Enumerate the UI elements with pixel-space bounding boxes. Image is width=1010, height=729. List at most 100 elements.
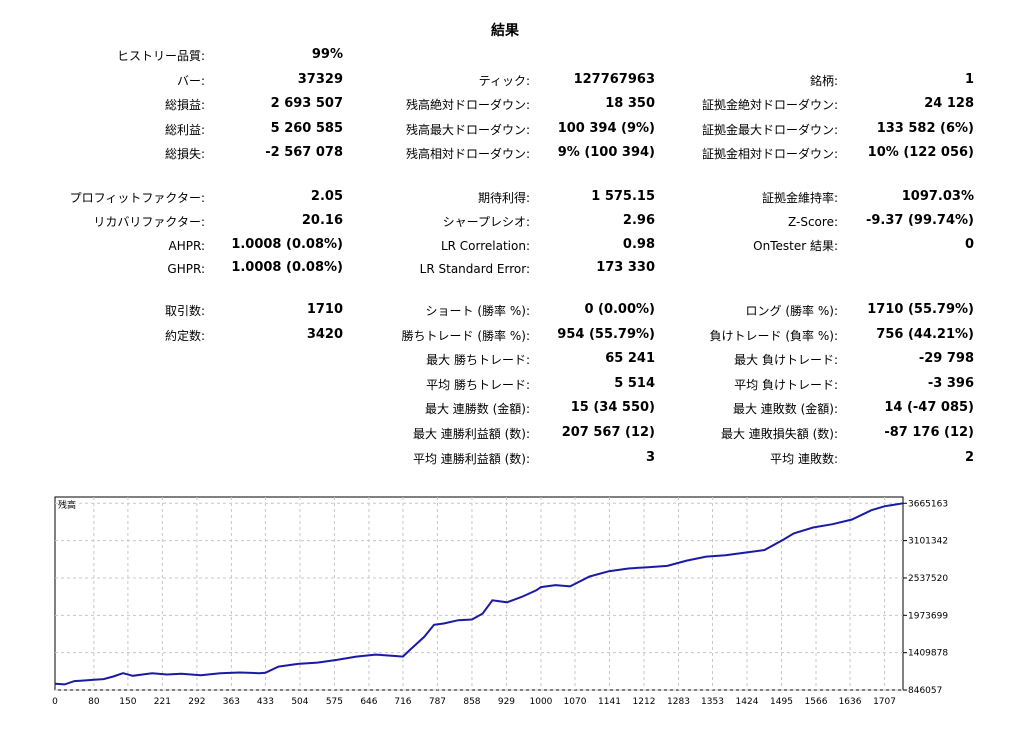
y-tick-label: 1409878 bbox=[908, 649, 948, 659]
y-tick-label: 2537520 bbox=[908, 574, 948, 584]
sharpe-ratio-label: シャープレシオ: bbox=[442, 215, 530, 229]
avg-consec-losses-value: 2 bbox=[964, 450, 974, 465]
gross-loss-value: -2 567 078 bbox=[265, 145, 343, 160]
max-consec-losses-label: 最大 連敗数 (金額): bbox=[732, 402, 838, 416]
avg-loss-value: -3 396 bbox=[927, 376, 974, 391]
profit-trades-label: 勝ちトレード (勝率 %): bbox=[401, 329, 530, 343]
balance-dd-max-value: 100 394 (9%) bbox=[557, 121, 655, 136]
profit-factor-value: 2.05 bbox=[310, 189, 343, 204]
ahpr-value: 1.0008 (0.08%) bbox=[231, 237, 343, 252]
total-deals-label: 約定数: bbox=[164, 329, 205, 343]
max-consec-profit-value: 207 567 (12) bbox=[561, 425, 655, 440]
lr-std-error-value: 173 330 bbox=[596, 260, 655, 275]
symbols-value: 1 bbox=[964, 72, 974, 87]
balance-dd-rel-value: 9% (100 394) bbox=[557, 145, 655, 160]
bars-label: バー: bbox=[176, 74, 205, 88]
x-tick-label: 1141 bbox=[598, 697, 621, 707]
recovery-factor-value: 20.16 bbox=[301, 213, 343, 228]
max-consec-wins-label: 最大 連勝数 (金額): bbox=[424, 402, 530, 416]
largest-loss-label: 最大 負けトレード: bbox=[734, 353, 838, 367]
plot-area bbox=[54, 496, 904, 691]
max-consec-loss-value: -87 176 (12) bbox=[884, 425, 974, 440]
equity-dd-rel-value: 10% (122 056) bbox=[867, 145, 974, 160]
x-tick-label: 1000 bbox=[530, 697, 553, 707]
gross-profit-label: 総利益: bbox=[164, 123, 205, 137]
equity-dd-rel-label: 証拠金相対ドローダウン: bbox=[701, 147, 838, 161]
balance-dd-abs-label: 残高絶対ドローダウン: bbox=[405, 98, 530, 112]
margin-level-value: 1097.03% bbox=[901, 189, 974, 204]
long-trades-label: ロング (勝率 %): bbox=[745, 304, 838, 318]
short-trades-value: 0 (0.00%) bbox=[584, 302, 655, 317]
equity-dd-abs-label: 証拠金絶対ドローダウン: bbox=[701, 98, 838, 112]
x-tick-label: 0 bbox=[52, 697, 58, 707]
ahpr-label: AHPR: bbox=[168, 239, 205, 253]
largest-profit-label: 最大 勝ちトレード: bbox=[426, 353, 530, 367]
symbols-label: 銘柄: bbox=[809, 74, 838, 88]
z-score-value: -9.37 (99.74%) bbox=[865, 213, 974, 228]
x-tick-label: 1070 bbox=[564, 697, 587, 707]
x-tick-label: 929 bbox=[498, 697, 515, 707]
ontester-result-label: OnTester 結果: bbox=[753, 239, 838, 253]
x-tick-label: 1636 bbox=[839, 697, 862, 707]
gross-profit-value: 5 260 585 bbox=[270, 121, 343, 136]
avg-consec-losses-label: 平均 連敗数: bbox=[770, 452, 838, 466]
avg-loss-label: 平均 負けトレード: bbox=[734, 378, 838, 392]
long-trades-value: 1710 (55.79%) bbox=[867, 302, 974, 317]
expected-payoff-label: 期待利得: bbox=[477, 191, 530, 205]
sharpe-ratio-value: 2.96 bbox=[622, 213, 655, 228]
recovery-factor-label: リカバリファクター: bbox=[93, 215, 205, 229]
total-trades-value: 1710 bbox=[306, 302, 343, 317]
report-title: 結果 bbox=[491, 23, 519, 39]
x-tick-label: 150 bbox=[119, 697, 136, 707]
x-tick-label: 646 bbox=[360, 697, 377, 707]
total-net-profit-label: 総損益: bbox=[164, 98, 205, 112]
largest-profit-value: 65 241 bbox=[605, 351, 655, 366]
lr-correlation-label: LR Correlation: bbox=[440, 239, 530, 253]
x-tick-label: 221 bbox=[154, 697, 171, 707]
x-tick-label: 504 bbox=[291, 697, 308, 707]
total-deals-value: 3420 bbox=[306, 327, 343, 342]
gross-loss-label: 総損失: bbox=[164, 147, 205, 161]
x-tick-label: 1495 bbox=[770, 697, 793, 707]
total-trades-label: 取引数: bbox=[164, 304, 205, 318]
bars-value: 37329 bbox=[297, 72, 343, 87]
y-tick-label: 1973699 bbox=[908, 611, 948, 621]
x-tick-label: 1212 bbox=[633, 697, 656, 707]
lr-std-error-label: LR Standard Error: bbox=[419, 262, 530, 276]
ticks-value: 127767963 bbox=[573, 72, 655, 87]
avg-consec-wins-label: 平均 連勝利益額 (数): bbox=[412, 452, 530, 466]
profit-factor-label: プロフィットファクター: bbox=[69, 191, 205, 205]
x-tick-label: 858 bbox=[463, 697, 480, 707]
x-tick-label: 363 bbox=[223, 697, 240, 707]
ticks-label: ティック: bbox=[478, 74, 530, 88]
equity-dd-max-value: 133 582 (6%) bbox=[876, 121, 974, 136]
chart-title: 残高 bbox=[58, 499, 76, 511]
x-tick-label: 716 bbox=[394, 697, 411, 707]
x-tick-label: 1283 bbox=[667, 697, 690, 707]
x-tick-label: 80 bbox=[88, 697, 100, 707]
largest-loss-value: -29 798 bbox=[918, 351, 974, 366]
y-tick-label: 3665163 bbox=[908, 499, 948, 509]
balance-dd-rel-label: 残高相対ドローダウン: bbox=[405, 147, 530, 161]
y-tick-label: 3101342 bbox=[908, 537, 948, 547]
profit-trades-value: 954 (55.79%) bbox=[557, 327, 655, 342]
avg-profit-label: 平均 勝ちトレード: bbox=[426, 378, 530, 392]
x-tick-label: 1707 bbox=[873, 697, 896, 707]
max-consec-losses-value: 14 (-47 085) bbox=[884, 400, 974, 415]
avg-profit-value: 5 514 bbox=[614, 376, 655, 391]
x-tick-label: 1566 bbox=[805, 697, 828, 707]
ghpr-label: GHPR: bbox=[167, 262, 205, 276]
y-tick-label: 846057 bbox=[908, 686, 942, 696]
lr-correlation-value: 0.98 bbox=[622, 237, 655, 252]
margin-level-label: 証拠金維持率: bbox=[761, 191, 838, 205]
loss-trades-value: 756 (44.21%) bbox=[876, 327, 974, 342]
ghpr-value: 1.0008 (0.08%) bbox=[231, 260, 343, 275]
loss-trades-label: 負けトレード (負率 %): bbox=[709, 329, 838, 343]
total-net-profit-value: 2 693 507 bbox=[270, 96, 343, 111]
history-quality-label: ヒストリー品質: bbox=[116, 49, 205, 63]
max-consec-profit-label: 最大 連勝利益額 (数): bbox=[412, 427, 530, 441]
x-tick-label: 1353 bbox=[701, 697, 724, 707]
equity-dd-max-label: 証拠金最大ドローダウン: bbox=[701, 123, 838, 137]
avg-consec-wins-value: 3 bbox=[645, 450, 655, 465]
max-consec-loss-label: 最大 連敗損失額 (数): bbox=[720, 427, 838, 441]
